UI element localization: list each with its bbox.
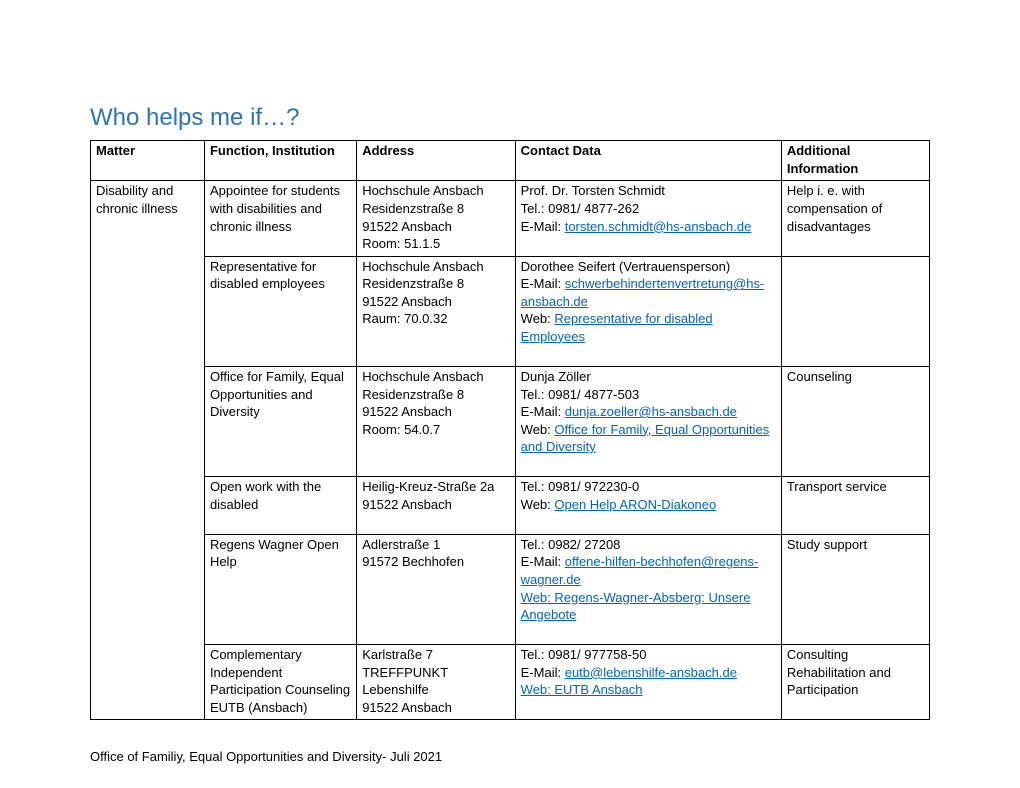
addr-line: Residenzstraße 8 [362, 386, 509, 404]
addr-line: 91522 Ansbach [362, 496, 509, 514]
footer-text: Office of Familiy, Equal Opportunities a… [90, 748, 930, 766]
contact-line: Tel.: 0981/ 972230-0 [521, 478, 776, 496]
addr-line: Adlerstraße 1 [362, 536, 509, 554]
cell-function: Representative for disabled employees [204, 256, 356, 366]
col-info: Additional Information [781, 141, 929, 181]
email-link[interactable]: eutb@lebenshilfe-ansbach.de [565, 665, 737, 680]
contact-line [521, 624, 776, 642]
table-header-row: Matter Function, Institution Address Con… [91, 141, 930, 181]
contact-prefix: E-Mail: [521, 665, 565, 680]
addr-line: Room: 54.0.7 [362, 421, 509, 439]
addr-line: Raum: 70.0.32 [362, 310, 509, 328]
col-matter: Matter [91, 141, 205, 181]
contact-prefix: E-Mail: [521, 404, 565, 419]
cell-address: Hochschule Ansbach Residenzstraße 8 9152… [357, 366, 515, 476]
contact-line: E-Mail: schwerbehindertenvertretung@hs-a… [521, 275, 776, 310]
addr-line: 91572 Bechhofen [362, 553, 509, 571]
cell-contact: Dorothee Seifert (Vertrauensperson) E-Ma… [515, 256, 781, 366]
web-link[interactable]: Web: Regens-Wagner-Absberg: Unsere Angeb… [521, 590, 751, 623]
contact-line: Tel.: 0982/ 27208 [521, 536, 776, 554]
contact-prefix: E-Mail: [521, 554, 565, 569]
contact-line [521, 345, 776, 363]
contact-line: Dunja Zöller [521, 368, 776, 386]
contact-prefix: Web: [521, 311, 555, 326]
addr-line: 91522 Ansbach [362, 699, 509, 717]
cell-address: Hochschule Ansbach Residenzstraße 8 9152… [357, 181, 515, 256]
addr-line [362, 513, 509, 531]
cell-contact: Tel.: 0981/ 972230-0 Web: Open Help ARON… [515, 477, 781, 535]
cell-info: Counseling [781, 366, 929, 476]
table-row: Office for Family, Equal Opportunities a… [91, 366, 930, 476]
addr-line: Hochschule Ansbach [362, 368, 509, 386]
web-link[interactable]: Open Help ARON-Diakoneo [554, 497, 716, 512]
cell-address: Adlerstraße 1 91572 Bechhofen [357, 534, 515, 644]
cell-info: Transport service [781, 477, 929, 535]
contact-line: Web: Open Help ARON-Diakoneo [521, 496, 776, 514]
addr-line: 91522 Ansbach [362, 218, 509, 236]
cell-contact: Tel.: 0981/ 977758-50 E-Mail: eutb@leben… [515, 645, 781, 720]
col-function: Function, Institution [204, 141, 356, 181]
cell-contact: Dunja Zöller Tel.: 0981/ 4877-503 E-Mail… [515, 366, 781, 476]
contact-line: Web: Representative for disabled Employe… [521, 310, 776, 345]
contact-line [521, 456, 776, 474]
help-table: Matter Function, Institution Address Con… [90, 140, 930, 720]
addr-line: Hochschule Ansbach [362, 258, 509, 276]
col-contact: Contact Data [515, 141, 781, 181]
table-row: Regens Wagner Open Help Adlerstraße 1 91… [91, 534, 930, 644]
table-row: Open work with the disabled Heilig-Kreuz… [91, 477, 930, 535]
contact-line: Web: Regens-Wagner-Absberg: Unsere Angeb… [521, 589, 776, 624]
cell-function: Appointee for students with disabilities… [204, 181, 356, 256]
contact-prefix: Web: [521, 497, 555, 512]
contact-prefix: Web: [521, 422, 555, 437]
email-link[interactable]: torsten.schmidt@hs-ansbach.de [565, 219, 752, 234]
cell-contact: Tel.: 0982/ 27208 E-Mail: offene-hilfen-… [515, 534, 781, 644]
addr-line: Room: 51.1.5 [362, 235, 509, 253]
addr-line: Karlstraße 7 [362, 646, 509, 664]
contact-line: Tel.: 0981/ 977758-50 [521, 646, 776, 664]
contact-line: E-Mail: torsten.schmidt@hs-ansbach.de [521, 218, 776, 236]
addr-line: Residenzstraße 8 [362, 200, 509, 218]
contact-line: E-Mail: dunja.zoeller@hs-ansbach.de [521, 403, 776, 421]
contact-line: Tel.: 0981/ 4877-503 [521, 386, 776, 404]
addr-line: 91522 Ansbach [362, 293, 509, 311]
cell-function: Complementary Independent Participation … [204, 645, 356, 720]
table-row: Representative for disabled employees Ho… [91, 256, 930, 366]
cell-contact: Prof. Dr. Torsten Schmidt Tel.: 0981/ 48… [515, 181, 781, 256]
cell-function: Regens Wagner Open Help [204, 534, 356, 644]
contact-line: Web: EUTB Ansbach [521, 681, 776, 699]
cell-matter: Disability and chronic illness [91, 181, 205, 720]
contact-line: E-Mail: offene-hilfen-bechhofen@regens-w… [521, 553, 776, 588]
cell-address: Hochschule Ansbach Residenzstraße 8 9152… [357, 256, 515, 366]
cell-address: Karlstraße 7 TREFFPUNKT Lebenshilfe 9152… [357, 645, 515, 720]
cell-info [781, 256, 929, 366]
col-address: Address [357, 141, 515, 181]
page-title: Who helps me if…? [90, 102, 930, 134]
email-link[interactable]: dunja.zoeller@hs-ansbach.de [565, 404, 737, 419]
addr-line: TREFFPUNKT Lebenshilfe [362, 664, 509, 699]
table-row: Complementary Independent Participation … [91, 645, 930, 720]
cell-info: Consulting Rehabilitation and Participat… [781, 645, 929, 720]
addr-line: Hochschule Ansbach [362, 182, 509, 200]
addr-line: Residenzstraße 8 [362, 275, 509, 293]
web-link[interactable]: Office for Family, Equal Opportunities a… [521, 422, 770, 455]
contact-line: Tel.: 0981/ 4877-262 [521, 200, 776, 218]
contact-prefix: E-Mail: [521, 276, 565, 291]
addr-line: Heilig-Kreuz-Straße 2a [362, 478, 509, 496]
cell-info: Study support [781, 534, 929, 644]
table-row: Disability and chronic illness Appointee… [91, 181, 930, 256]
contact-line: Dorothee Seifert (Vertrauensperson) [521, 258, 776, 276]
cell-function: Open work with the disabled [204, 477, 356, 535]
web-link[interactable]: Web: EUTB Ansbach [521, 682, 643, 697]
contact-line: E-Mail: eutb@lebenshilfe-ansbach.de [521, 664, 776, 682]
contact-line: Prof. Dr. Torsten Schmidt [521, 182, 776, 200]
cell-info: Help i. e. with compensation of disadvan… [781, 181, 929, 256]
cell-address: Heilig-Kreuz-Straße 2a 91522 Ansbach [357, 477, 515, 535]
cell-function: Office for Family, Equal Opportunities a… [204, 366, 356, 476]
contact-prefix: E-Mail: [521, 219, 565, 234]
contact-line: Web: Office for Family, Equal Opportunit… [521, 421, 776, 456]
addr-line: 91522 Ansbach [362, 403, 509, 421]
